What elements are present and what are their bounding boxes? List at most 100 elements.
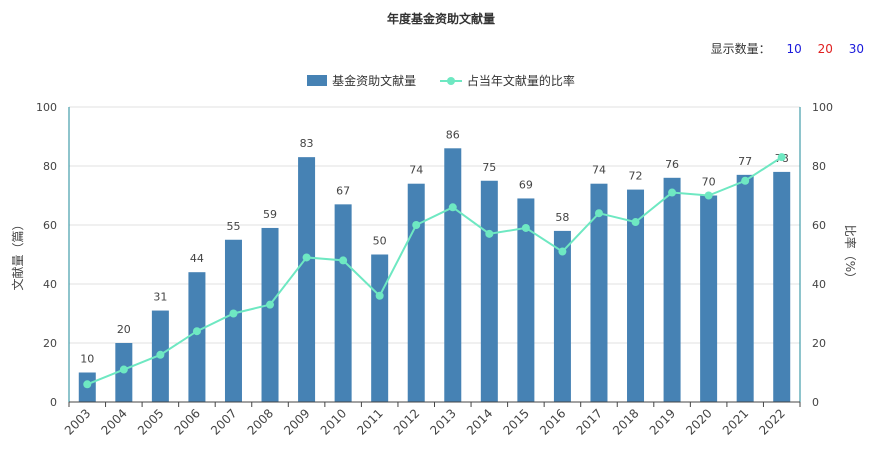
- bar: [224, 239, 242, 402]
- bar: [298, 157, 316, 402]
- bar: [700, 195, 718, 402]
- ratio-point: [594, 209, 603, 218]
- ratio-point: [704, 191, 713, 200]
- bar: [773, 171, 791, 402]
- ratio-point: [83, 380, 92, 389]
- bar-value-label: 77: [738, 155, 752, 168]
- ratio-point: [375, 291, 384, 300]
- bar-value-label: 70: [702, 176, 716, 189]
- x-tick-label: 2017: [574, 406, 605, 437]
- ratio-point: [412, 221, 421, 229]
- bar-value-label: 69: [519, 178, 533, 191]
- ratio-point: [156, 350, 165, 359]
- bar-value-label: 20: [117, 323, 131, 336]
- x-tick-label: 2004: [98, 406, 129, 437]
- x-tick-label: 2007: [208, 406, 239, 437]
- bar-value-label: 58: [555, 211, 569, 224]
- legend-bar-swatch: [307, 75, 328, 86]
- ratio-point: [668, 188, 677, 197]
- y-tick-label-left: 0: [50, 396, 57, 409]
- legend-item-bar[interactable]: 基金资助文献量: [307, 72, 416, 89]
- bar-value-label: 31: [153, 291, 167, 304]
- bar-value-label: 72: [629, 170, 643, 183]
- bar: [627, 189, 645, 402]
- ratio-point: [192, 327, 201, 336]
- y-axis-title-right: 比率（%）: [843, 225, 858, 284]
- y-tick-label-right: 100: [812, 101, 833, 114]
- ratio-point: [339, 256, 348, 265]
- x-tick-label: 2019: [647, 406, 678, 437]
- x-tick-label: 2008: [245, 406, 276, 437]
- bar: [480, 180, 498, 402]
- x-tick-label: 2011: [354, 406, 385, 437]
- x-tick-label: 2014: [464, 406, 495, 437]
- y-tick-label-left: 100: [36, 101, 57, 114]
- x-tick-label: 2003: [62, 406, 93, 437]
- ratio-point: [448, 203, 457, 212]
- x-tick-label: 2009: [281, 406, 312, 437]
- ratio-point: [229, 309, 238, 318]
- ratio-line: [86, 156, 783, 386]
- y-tick-label-left: 60: [43, 219, 57, 232]
- bar: [188, 272, 206, 402]
- bar: [371, 254, 389, 402]
- display-count-selector: 显示数量： 10 20 30: [711, 40, 864, 57]
- bar-value-label: 44: [190, 252, 204, 265]
- bar: [590, 183, 608, 402]
- y-tick-label-right: 20: [812, 337, 826, 350]
- legend-line-label: 占当年文献量的比率: [466, 74, 575, 88]
- x-tick-label: 2012: [391, 406, 422, 437]
- y-tick-label-right: 40: [812, 278, 826, 291]
- x-tick-label: 2013: [427, 406, 458, 437]
- bar: [261, 227, 279, 402]
- display-count-label: 显示数量：: [710, 42, 771, 56]
- bar: [444, 148, 462, 402]
- bar-value-label: 55: [226, 220, 240, 233]
- bar-value-label: 59: [263, 208, 277, 221]
- ratio-point: [777, 153, 786, 162]
- x-tick-label: 2021: [720, 406, 751, 437]
- y-tick-label-right: 0: [812, 396, 819, 409]
- x-tick-label: 2015: [500, 406, 531, 437]
- ratio-point: [302, 253, 311, 262]
- x-tick-label: 2016: [537, 406, 568, 437]
- ratio-point: [558, 247, 567, 256]
- bar: [663, 177, 681, 402]
- display-count-option-30[interactable]: 30: [848, 42, 864, 56]
- ratio-point: [119, 365, 128, 374]
- bar-value-label: 50: [373, 235, 387, 248]
- legend-item-line[interactable]: 占当年文献量的比率: [439, 72, 575, 89]
- y-tick-label-right: 80: [812, 160, 826, 173]
- bar-value-label: 10: [80, 353, 94, 366]
- ratio-point: [485, 229, 494, 238]
- ratio-point: [741, 176, 750, 185]
- y-axis-title-left: 文献量（篇）: [10, 218, 25, 290]
- chart-title: 年度基金资助文献量: [386, 12, 495, 26]
- display-count-option-10[interactable]: 10: [786, 42, 802, 56]
- bar-value-label: 67: [336, 184, 350, 197]
- bar: [517, 198, 535, 402]
- y-tick-label-right: 60: [812, 219, 826, 232]
- bar: [736, 174, 754, 402]
- bar-value-label: 83: [300, 137, 314, 150]
- x-tick-label: 2022: [756, 406, 787, 437]
- chart-legend: 基金资助文献量 占当年文献量的比率: [0, 72, 882, 89]
- ratio-point: [266, 300, 275, 309]
- x-tick-label: 2010: [318, 406, 349, 437]
- bar-value-label: 74: [409, 164, 423, 177]
- x-tick-label: 2005: [135, 406, 166, 437]
- legend-bar-label: 基金资助文献量: [332, 74, 417, 88]
- legend-line-swatch: [439, 75, 462, 86]
- ratio-point: [631, 218, 640, 227]
- bar: [407, 183, 425, 402]
- x-tick-label: 2020: [683, 406, 714, 437]
- y-tick-label-left: 80: [43, 160, 57, 173]
- bar: [334, 204, 352, 402]
- display-count-option-20[interactable]: 20: [817, 42, 833, 56]
- bar-value-label: 74: [592, 164, 606, 177]
- bar-value-label: 86: [446, 128, 460, 141]
- bar-value-label: 76: [665, 158, 679, 171]
- ratio-point: [521, 223, 530, 232]
- y-tick-label-left: 40: [43, 278, 57, 291]
